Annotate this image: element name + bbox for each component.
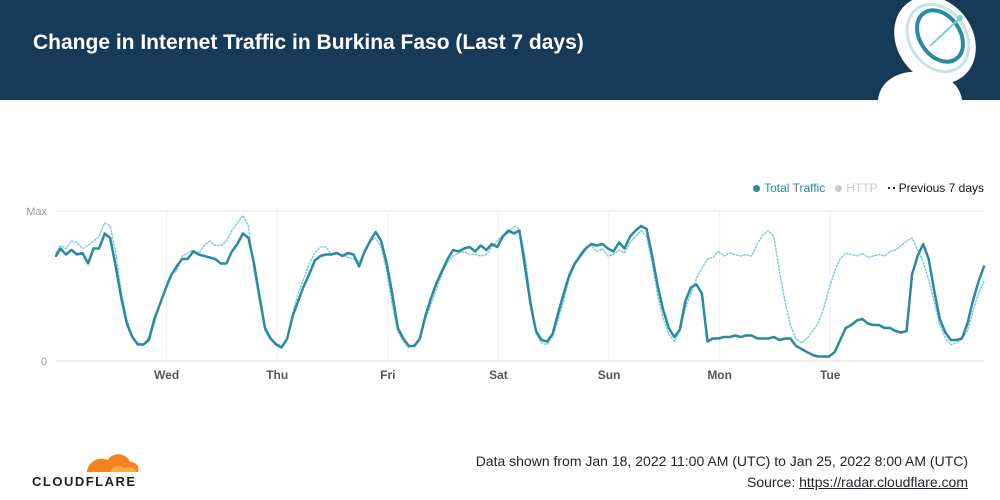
y-tick-label: 0 xyxy=(41,356,47,368)
legend-label-http: HTTP xyxy=(846,181,878,195)
x-tick-label: Wed xyxy=(154,368,179,382)
legend-label-total-traffic: Total Traffic xyxy=(764,181,826,195)
legend-item-previous-7-days[interactable]: Previous 7 days xyxy=(887,181,984,195)
page-title: Change in Internet Traffic in Burkina Fa… xyxy=(33,31,584,54)
legend-item-http[interactable]: HTTP xyxy=(835,181,878,195)
cloudflare-cloud-icon xyxy=(87,454,139,472)
x-tick-label: Mon xyxy=(707,368,732,382)
cloudflare-logo-text: CLOUDFLARE xyxy=(32,474,137,489)
chart-legend: Total Traffic HTTP Previous 7 days xyxy=(753,181,984,195)
source-prefix: Source: xyxy=(746,474,800,490)
x-tick-label: Thu xyxy=(266,368,288,382)
legend-item-total-traffic[interactable]: Total Traffic xyxy=(753,181,825,195)
source-note: Source: https://radar.cloudflare.com xyxy=(747,474,968,490)
series-line-previous-7-days xyxy=(55,214,985,349)
source-link[interactable]: https://radar.cloudflare.com xyxy=(799,474,968,490)
legend-dot-total-traffic xyxy=(753,184,761,192)
x-tick-label: Tue xyxy=(820,368,841,382)
y-tick-label: Max xyxy=(26,206,47,218)
series-line-total-traffic xyxy=(54,224,986,358)
x-tick-label: Sun xyxy=(598,368,621,382)
x-tick-label: Sat xyxy=(489,368,508,382)
satellite-dish-icon xyxy=(878,0,976,100)
legend-label-previous-7-days: Previous 7 days xyxy=(898,181,984,195)
x-tick-label: Fri xyxy=(380,368,395,382)
data-range-note: Data shown from Jan 18, 2022 11:00 AM (U… xyxy=(475,453,968,469)
traffic-chart: Wed Thu Fri Sat Sun Mon Tue Max 0 xyxy=(26,206,986,382)
legend-dash-previous-7-days xyxy=(887,187,895,189)
page-header: Change in Internet Traffic in Burkina Fa… xyxy=(0,0,1000,100)
legend-dot-http xyxy=(835,184,843,192)
